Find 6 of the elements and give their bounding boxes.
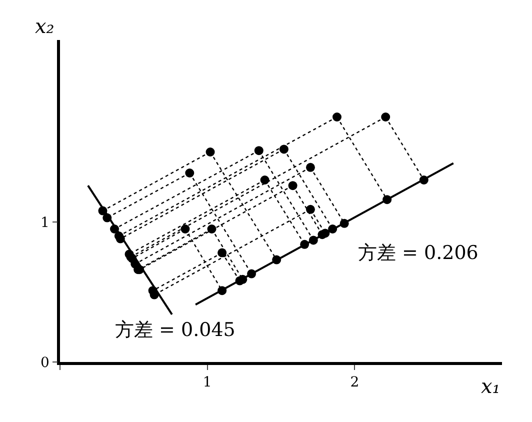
y-tick-label: 0 — [40, 354, 50, 371]
y-axis-title: x₂ — [35, 14, 54, 38]
annotation: 方差 = 0.045 — [115, 319, 236, 341]
x-axis-title: x₁ — [481, 374, 500, 398]
x-tick-label: 2 — [350, 374, 360, 391]
annotation: 方差 = 0.206 — [358, 242, 478, 264]
